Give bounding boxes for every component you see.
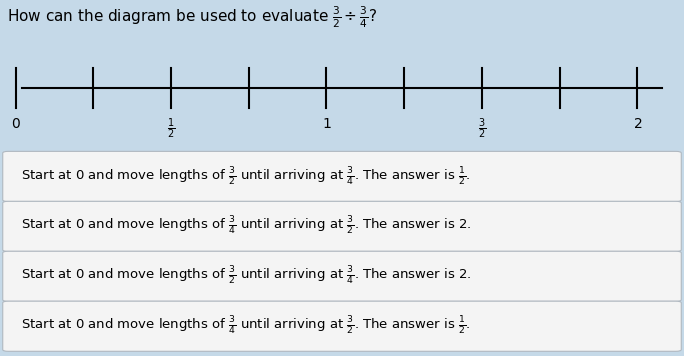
Text: Start at $0$ and move lengths of $\frac{3}{2}$ until arriving at $\frac{3}{4}$. : Start at $0$ and move lengths of $\frac{…: [21, 265, 471, 287]
Text: $\frac{1}{2}$: $\frac{1}{2}$: [167, 117, 175, 141]
FancyBboxPatch shape: [3, 151, 681, 201]
Text: $2$: $2$: [633, 117, 642, 131]
Text: $1$: $1$: [321, 117, 331, 131]
Text: How can the diagram be used to evaluate $\frac{3}{2} \div \frac{3}{4}$?: How can the diagram be used to evaluate …: [7, 4, 377, 30]
FancyBboxPatch shape: [3, 201, 681, 251]
Text: Start at $0$ and move lengths of $\frac{3}{4}$ until arriving at $\frac{3}{2}$. : Start at $0$ and move lengths of $\frac{…: [21, 215, 471, 237]
Text: $\frac{3}{2}$: $\frac{3}{2}$: [478, 117, 486, 141]
FancyBboxPatch shape: [3, 301, 681, 351]
Text: Start at $0$ and move lengths of $\frac{3}{2}$ until arriving at $\frac{3}{4}$. : Start at $0$ and move lengths of $\frac{…: [21, 166, 470, 188]
Text: $0$: $0$: [11, 117, 21, 131]
FancyBboxPatch shape: [3, 251, 681, 302]
Text: Start at $0$ and move lengths of $\frac{3}{4}$ until arriving at $\frac{3}{2}$. : Start at $0$ and move lengths of $\frac{…: [21, 315, 470, 337]
